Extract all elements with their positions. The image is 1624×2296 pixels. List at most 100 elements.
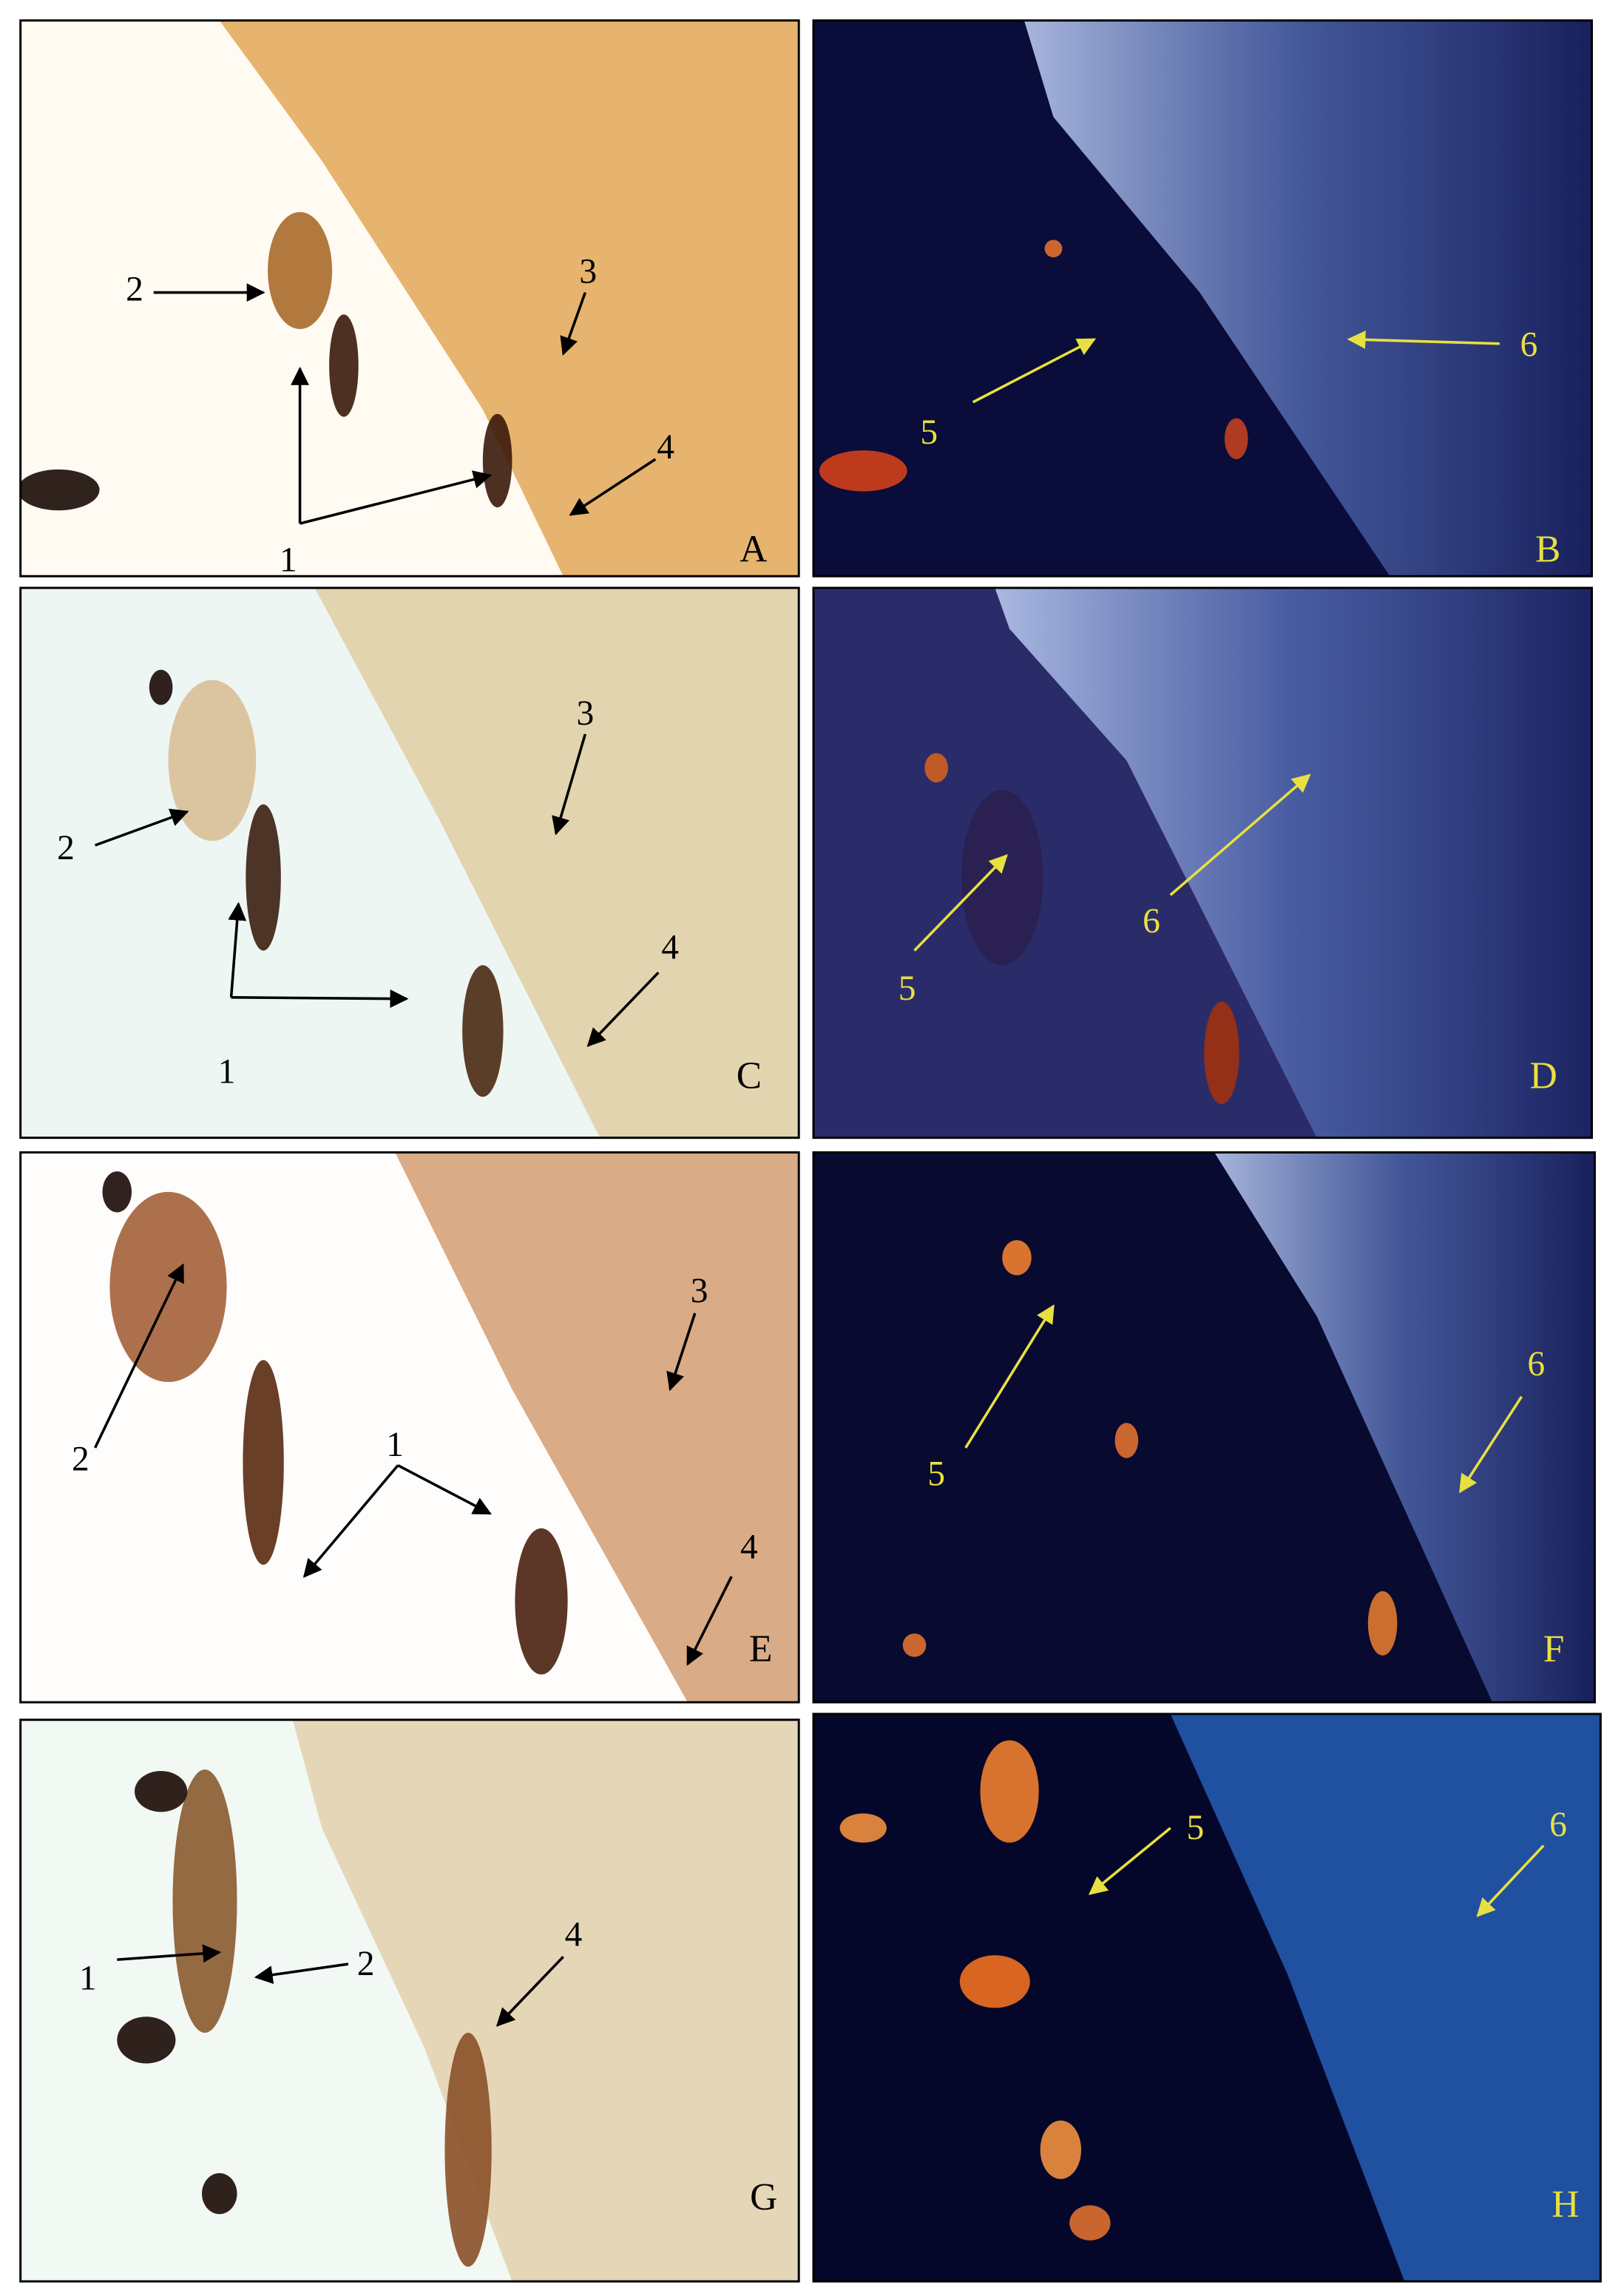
micrograph: [813, 20, 1592, 577]
panel-border: [812, 19, 1593, 578]
panel-border: [812, 1151, 1596, 1704]
panel-letter: F: [1543, 1628, 1565, 1670]
arrow-label: 1: [386, 1426, 404, 1464]
arrow: [972, 338, 1097, 404]
cell-cluster: [1114, 1423, 1139, 1458]
cell-cluster: [1002, 1240, 1032, 1276]
arrow-label: 4: [661, 928, 679, 966]
cell-cluster: [109, 1191, 227, 1382]
cell-cluster: [1204, 1001, 1239, 1105]
panel: F 5 6: [812, 1151, 1596, 1704]
cell-cluster: [172, 1770, 237, 2033]
panel-border: [812, 1713, 1602, 2283]
cell-cluster: [329, 314, 359, 417]
arrow-label: 2: [126, 270, 143, 308]
cell-cluster: [980, 1740, 1039, 1843]
arrow-label: 6: [1520, 326, 1538, 365]
arrow: [94, 808, 189, 847]
arrow: [666, 1313, 697, 1392]
arrow-label: 3: [691, 1272, 708, 1310]
panel-border: [19, 19, 800, 578]
cell-cluster: [1040, 2120, 1082, 2179]
arrow-label: 2: [72, 1440, 89, 1479]
arrow: [1458, 1395, 1523, 1494]
cell-cluster: [135, 1771, 188, 1812]
arrow: [586, 971, 660, 1047]
tissue: [292, 1719, 799, 2282]
arrow-label: 4: [740, 1528, 758, 1566]
panel: H 5 6: [812, 1713, 1602, 2283]
arrow-label: 4: [657, 428, 674, 467]
arrow-label: 1: [280, 541, 297, 579]
cell-cluster: [902, 1633, 927, 1657]
tissue: [395, 1152, 799, 1703]
arrow-label: 5: [1186, 1809, 1204, 1847]
arrow: [254, 1963, 349, 1985]
arrow: [302, 1464, 399, 1578]
micrograph: [813, 1152, 1595, 1703]
micrograph: [20, 1719, 799, 2282]
arrow-label: 6: [1143, 902, 1160, 941]
micrograph: [20, 20, 799, 577]
cell-cluster: [924, 753, 948, 783]
tissue: [314, 588, 799, 1138]
cell-cluster: [819, 450, 907, 492]
panel-border: [19, 1151, 800, 1704]
arrow: [117, 1944, 222, 1963]
arrow: [1088, 1826, 1171, 1895]
panel-letter: G: [750, 2176, 777, 2218]
tissue: [995, 588, 1592, 1138]
arrow: [686, 1576, 733, 1666]
arrow-label: 1: [218, 1053, 236, 1091]
panel: A 2 3 4 1: [19, 19, 800, 579]
cell-cluster: [839, 1813, 887, 1843]
panel-letter: D: [1530, 1054, 1557, 1097]
arrow-label: 3: [576, 694, 594, 733]
cell-cluster: [102, 1171, 132, 1213]
arrow: [495, 1955, 564, 2027]
arrow-label: 1: [79, 1960, 97, 1998]
cell-cluster: [1044, 240, 1063, 258]
micrograph: [813, 1713, 1601, 2282]
cell-cluster: [246, 804, 281, 951]
panel-border: [812, 586, 1593, 1139]
panel-letter: A: [740, 528, 767, 570]
arrow: [397, 1464, 492, 1515]
cell-cluster: [482, 413, 512, 508]
panel-border: [19, 1718, 800, 2283]
arrow-label: 6: [1527, 1345, 1545, 1384]
panel: D 5 6: [812, 586, 1593, 1139]
micrograph: [20, 1152, 799, 1703]
panel: G 1 2 4: [19, 1718, 800, 2283]
arrow-label: 5: [927, 1455, 945, 1493]
panel: C 2 3 4 1: [19, 586, 800, 1139]
cell-cluster: [1367, 1591, 1398, 1656]
tissue: [1170, 1713, 1601, 2282]
panel-letter: B: [1535, 528, 1560, 570]
arrow: [1169, 773, 1311, 896]
tissue: [1024, 20, 1592, 577]
cell-cluster: [462, 965, 504, 1097]
panel-letter: C: [737, 1054, 762, 1097]
cell-cluster: [1069, 2205, 1111, 2241]
arrow: [1476, 1844, 1545, 1917]
cell-cluster: [268, 211, 333, 329]
arrow: [228, 901, 247, 998]
tissue: [219, 20, 799, 577]
arrow: [1347, 331, 1500, 349]
cell-cluster: [243, 1360, 284, 1565]
arrow: [231, 989, 409, 1009]
arrow: [913, 854, 1008, 952]
arrow: [964, 1304, 1055, 1449]
cell-cluster: [168, 680, 257, 841]
arrow: [560, 291, 587, 356]
cell-cluster: [1224, 418, 1248, 459]
panel: E 2 1 3 4: [19, 1151, 800, 1704]
panel: B 5 6: [812, 19, 1593, 578]
arrow-label: 2: [357, 1945, 375, 1983]
cell-cluster: [117, 2016, 176, 2064]
cell-cluster: [959, 1955, 1030, 2008]
arrow-label: 2: [57, 829, 75, 867]
cell-cluster: [444, 2033, 492, 2267]
